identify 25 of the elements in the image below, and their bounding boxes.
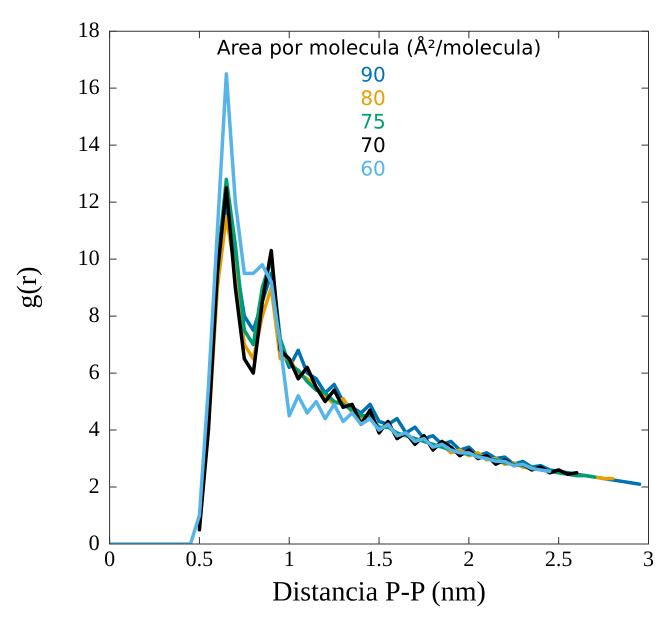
- text: 90: [360, 62, 386, 86]
- x-tick-label: 1.5: [365, 546, 393, 571]
- text: 75: [360, 109, 386, 134]
- legend-title: Area por molecula (Å²/molecula): [216, 35, 542, 60]
- y-tick-label: 12: [78, 188, 100, 213]
- x-tick-label: 2.5: [544, 546, 572, 571]
- y-tick-label: 0: [88, 530, 100, 555]
- text: 70: [360, 132, 386, 157]
- y-tick-label: 8: [88, 302, 100, 327]
- y-tick-label: 16: [78, 74, 100, 99]
- x-tick-label: 0: [104, 546, 116, 571]
- x-tick-label: 0.5: [186, 546, 214, 571]
- x-axis-title: Distancia P-P (nm): [272, 576, 486, 608]
- x-tick-label: 2: [463, 546, 474, 571]
- x-tick-label: 1: [284, 546, 295, 571]
- y-tick-label: 10: [78, 244, 100, 270]
- text: 60: [360, 156, 386, 180]
- y-tick-label: 6: [88, 358, 100, 384]
- y-axis-title: g(r): [12, 266, 44, 309]
- x-tick-label: 3: [643, 546, 654, 571]
- y-tick-label: 4: [88, 416, 100, 441]
- y-tick-label: 14: [78, 130, 100, 156]
- text: 80: [360, 86, 386, 110]
- y-tick-label: 2: [88, 472, 100, 498]
- y-tick-label: 18: [78, 16, 100, 42]
